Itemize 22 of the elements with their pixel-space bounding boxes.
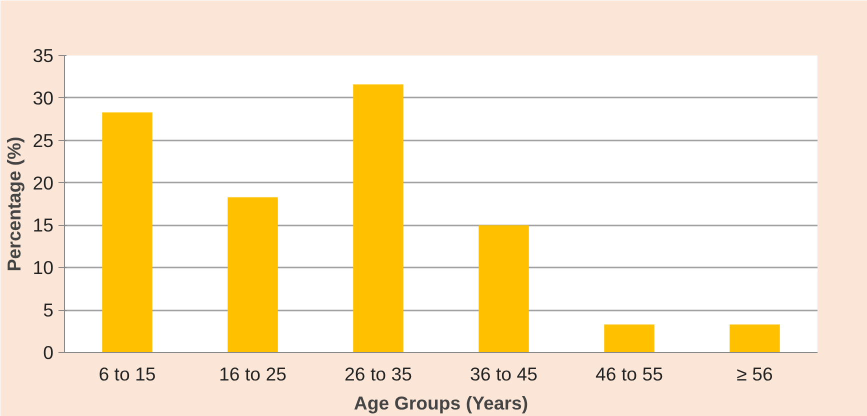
x-tick-label: ≥ 56 xyxy=(736,364,773,384)
y-tick-label: 20 xyxy=(32,172,54,194)
x-tick-label: 36 to 45 xyxy=(470,364,538,384)
y-tick-label: 0 xyxy=(43,342,54,363)
x-tick-label: 46 to 55 xyxy=(596,364,663,384)
bar xyxy=(353,84,404,352)
bar xyxy=(730,324,780,352)
x-tick-label: 16 to 25 xyxy=(219,364,286,384)
bar xyxy=(604,324,654,352)
bar xyxy=(478,225,529,352)
bar xyxy=(102,112,152,352)
y-tick-label: 25 xyxy=(32,130,54,151)
y-tick-label: 5 xyxy=(43,300,54,321)
x-axis-title: Age Groups (Years) xyxy=(354,392,528,414)
x-tick-label: 26 to 35 xyxy=(344,364,412,384)
y-tick-label: 15 xyxy=(32,214,54,236)
y-tick-label: 35 xyxy=(32,45,54,66)
y-tick-label: 30 xyxy=(32,87,54,108)
y-tick-label: 10 xyxy=(32,257,54,278)
x-tick-label: 6 to 15 xyxy=(98,364,156,384)
bar xyxy=(228,197,278,352)
y-axis-title: Percentage (%) xyxy=(4,136,25,272)
